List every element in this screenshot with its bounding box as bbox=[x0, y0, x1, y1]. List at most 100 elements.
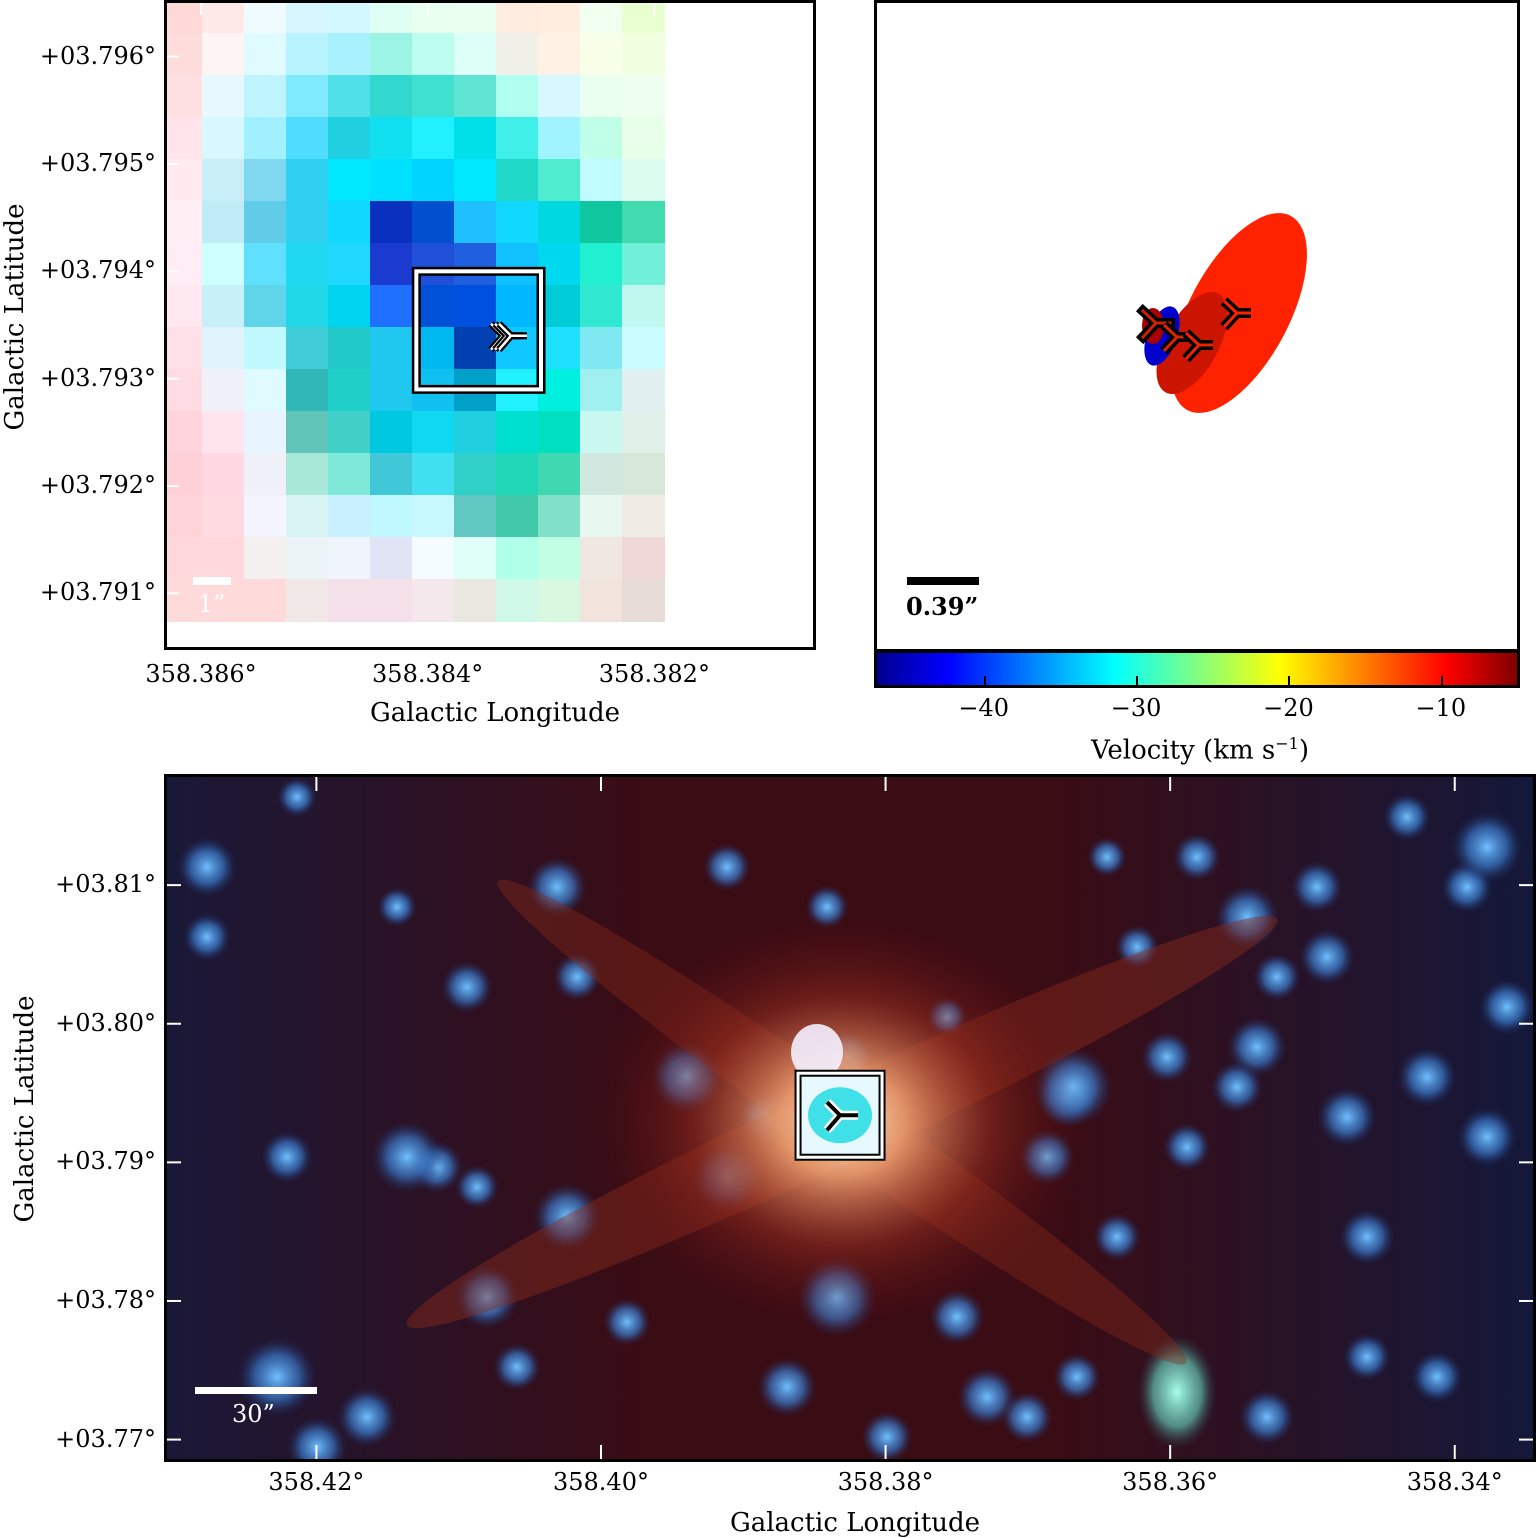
field-star bbox=[1299, 929, 1355, 985]
wide-scale-label: 30” bbox=[232, 1400, 275, 1428]
zoom-pixel bbox=[286, 3, 329, 34]
zoom-xtick-label: 358.384° bbox=[372, 660, 484, 688]
zoom-pixel bbox=[244, 243, 287, 286]
zoom-pixel bbox=[328, 369, 371, 412]
zoom-pixel bbox=[454, 3, 497, 34]
zoom-pixel bbox=[202, 201, 245, 244]
maser-spot-plot bbox=[907, 213, 1307, 585]
field-star-bright bbox=[1137, 1334, 1217, 1450]
zoom-pixel bbox=[412, 579, 455, 622]
zoom-pixel bbox=[454, 117, 497, 160]
zoom-pixel bbox=[412, 495, 455, 538]
zoom-pixel bbox=[412, 75, 455, 118]
zoom-region-box bbox=[414, 269, 543, 392]
zoom-pixel bbox=[496, 75, 539, 118]
zoom-pixel bbox=[244, 411, 287, 454]
wide-ytick-label: +03.81° bbox=[55, 870, 156, 899]
zoom-pixel bbox=[538, 411, 581, 454]
field-star bbox=[1115, 925, 1159, 969]
zoom-pixel bbox=[202, 33, 245, 76]
zoom-pixel bbox=[622, 117, 665, 160]
zoom-pixel bbox=[496, 579, 539, 622]
zoom-pixel bbox=[538, 159, 581, 202]
zoom-pixel bbox=[167, 243, 203, 286]
zoom-pixel bbox=[538, 117, 581, 160]
colorbar-tick-label: −20 bbox=[1263, 694, 1314, 722]
zoom-pixel bbox=[244, 201, 287, 244]
zoom-pixel bbox=[412, 159, 455, 202]
field-star bbox=[1339, 1209, 1395, 1265]
zoom-pixel bbox=[454, 159, 497, 202]
field-star bbox=[703, 843, 751, 891]
wide-xtick-label: 358.42° bbox=[268, 1468, 365, 1496]
zoom-pixel bbox=[202, 159, 245, 202]
zoom-pixel bbox=[328, 285, 371, 328]
zoom-pixel bbox=[370, 159, 413, 202]
field-star bbox=[1211, 1061, 1263, 1113]
zoom-pixel bbox=[496, 159, 539, 202]
field-star bbox=[1093, 1213, 1141, 1261]
wide-xtick-label: 358.36° bbox=[1122, 1468, 1219, 1496]
zoom-pixel bbox=[244, 285, 287, 328]
field-star bbox=[1479, 979, 1533, 1035]
zoom-ylabel: Galactic Latitude bbox=[0, 203, 30, 431]
zoom-pixel bbox=[622, 75, 665, 118]
zoom-pixel bbox=[202, 453, 245, 496]
zoom-pixel bbox=[580, 453, 623, 496]
wide-field-image bbox=[167, 777, 1533, 1459]
zoom-pixel bbox=[580, 369, 623, 412]
wide-ytick-label: +03.80° bbox=[55, 1008, 156, 1037]
zoom-pixel bbox=[244, 33, 287, 76]
zoom-pixel bbox=[496, 537, 539, 580]
zoom-pixel bbox=[538, 3, 581, 34]
field-star bbox=[377, 887, 417, 927]
zoom-pixel bbox=[622, 579, 665, 622]
zoom-pixel bbox=[370, 579, 413, 622]
maser-spot-panel bbox=[874, 0, 1520, 652]
zoom-pixel bbox=[167, 453, 203, 496]
field-star bbox=[1163, 1123, 1211, 1171]
zoom-pixel bbox=[622, 33, 665, 76]
zoom-xtick-label: 358.382° bbox=[598, 660, 710, 688]
zoom-pixel bbox=[370, 75, 413, 118]
zoom-pixel bbox=[286, 537, 329, 580]
zoom-image-panel bbox=[164, 0, 816, 650]
zoom-pixel bbox=[328, 159, 371, 202]
field-star bbox=[183, 913, 231, 961]
zoom-pixel bbox=[622, 537, 665, 580]
zoom-pixel bbox=[202, 537, 245, 580]
zoom-pixel bbox=[454, 75, 497, 118]
maser-marker-3 bbox=[1182, 329, 1213, 363]
field-star bbox=[1253, 953, 1301, 1001]
colorbar-tick-mark bbox=[1288, 676, 1291, 686]
zoom-pixel bbox=[328, 579, 371, 622]
zoom-pixel bbox=[370, 243, 413, 286]
zoom-pixel bbox=[370, 3, 413, 34]
field-star bbox=[533, 1183, 601, 1251]
zoom-tri-marker bbox=[488, 321, 527, 353]
zoom-pixel bbox=[454, 201, 497, 244]
zoom-pixel bbox=[202, 117, 245, 160]
zoom-pixel bbox=[580, 327, 623, 370]
field-star bbox=[1291, 861, 1343, 913]
zoom-pixel bbox=[538, 579, 581, 622]
zoom-pixel bbox=[286, 411, 329, 454]
zoom-pixel bbox=[286, 201, 329, 244]
zoom-pixel bbox=[454, 285, 497, 328]
zoom-pixel bbox=[244, 75, 287, 118]
zoom-pixel bbox=[412, 33, 455, 76]
colorbar-tick-mark bbox=[983, 676, 986, 686]
maser-scale-bar bbox=[907, 577, 979, 585]
zoom-pixel bbox=[286, 33, 329, 76]
zoom-pixel bbox=[622, 411, 665, 454]
zoom-pixel bbox=[202, 411, 245, 454]
field-star bbox=[287, 1417, 347, 1459]
zoom-pixel bbox=[496, 117, 539, 160]
wide-xtick-label: 358.38° bbox=[837, 1468, 934, 1496]
zoom-pixel bbox=[622, 159, 665, 202]
field-star bbox=[277, 777, 317, 817]
zoom-pixel bbox=[328, 243, 371, 286]
velocity-colorbar-label: Velocity (km s−1) bbox=[1040, 734, 1360, 766]
zoom-pixel bbox=[580, 3, 623, 34]
zoom-pixel bbox=[538, 495, 581, 538]
